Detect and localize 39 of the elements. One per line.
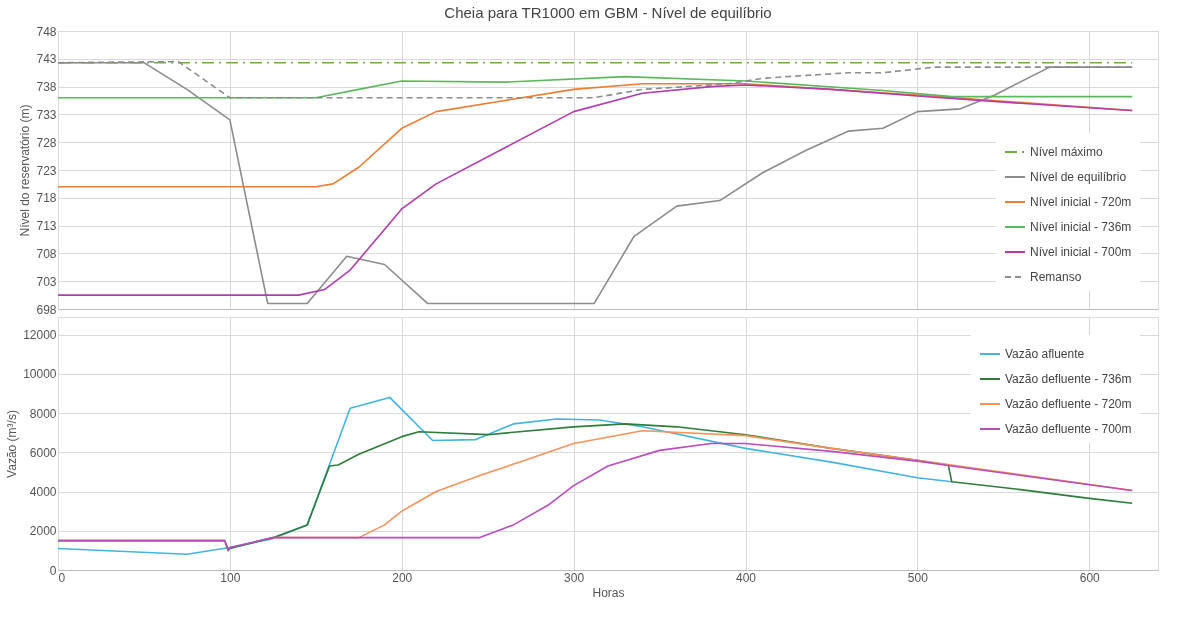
x-tick-label: 400 <box>735 570 757 585</box>
legend-label: Nível inicial - 700m <box>1030 245 1132 259</box>
y-tick-label: 703 <box>36 274 57 289</box>
legend-label: Nível máximo <box>1030 145 1104 159</box>
legend-label: Vazão defluente - 720m <box>1005 397 1132 411</box>
x-tick-label: 500 <box>907 570 929 585</box>
y-tick-label: 698 <box>36 302 57 317</box>
y-tick-label: 723 <box>36 163 57 178</box>
y-tick-label: 728 <box>36 135 57 150</box>
y-tick-label: 708 <box>36 246 57 261</box>
y-tick-label: 8000 <box>29 406 57 421</box>
y-axis-title: Nível do reservatório (m) <box>18 104 33 237</box>
y-tick-label: 748 <box>36 24 57 39</box>
legend-label: Remanso <box>1030 270 1082 284</box>
legend-label: Vazão defluente - 700m <box>1005 422 1132 436</box>
y-tick-label: 12000 <box>23 328 57 343</box>
x-axis-title: Horas <box>592 585 625 600</box>
x-tick-label: 600 <box>1079 570 1101 585</box>
y-tick-label: 6000 <box>29 445 57 460</box>
x-tick-label: 200 <box>392 570 413 585</box>
line-series <box>58 75 1134 99</box>
y-tick-label: 4000 <box>29 485 57 500</box>
legend-label: Nível de equilíbrio <box>1030 170 1127 184</box>
chart-title: Cheia para TR1000 em GBM - Nível de equilíbrio <box>444 4 772 21</box>
y-tick-label: 733 <box>36 107 57 122</box>
y-tick-label: 713 <box>36 219 57 234</box>
y-axis-title: Vazão (m³/s) <box>5 410 20 478</box>
legend-label: Nível inicial - 736m <box>1030 220 1132 234</box>
legend-label: Vazão defluente - 736m <box>1005 372 1132 386</box>
x-tick-label: 100 <box>220 570 241 585</box>
y-tick-label: 738 <box>36 80 57 95</box>
y-tick-label: 718 <box>36 191 57 206</box>
y-tick-label: 10000 <box>23 367 57 382</box>
legend-label: Vazão afluente <box>1005 347 1085 361</box>
x-tick-label: 300 <box>564 570 585 585</box>
y-tick-label: 2000 <box>29 524 57 539</box>
line-series <box>58 396 953 556</box>
legend-label: Nível inicial - 720m <box>1030 195 1132 209</box>
y-tick-label: 743 <box>36 52 57 67</box>
